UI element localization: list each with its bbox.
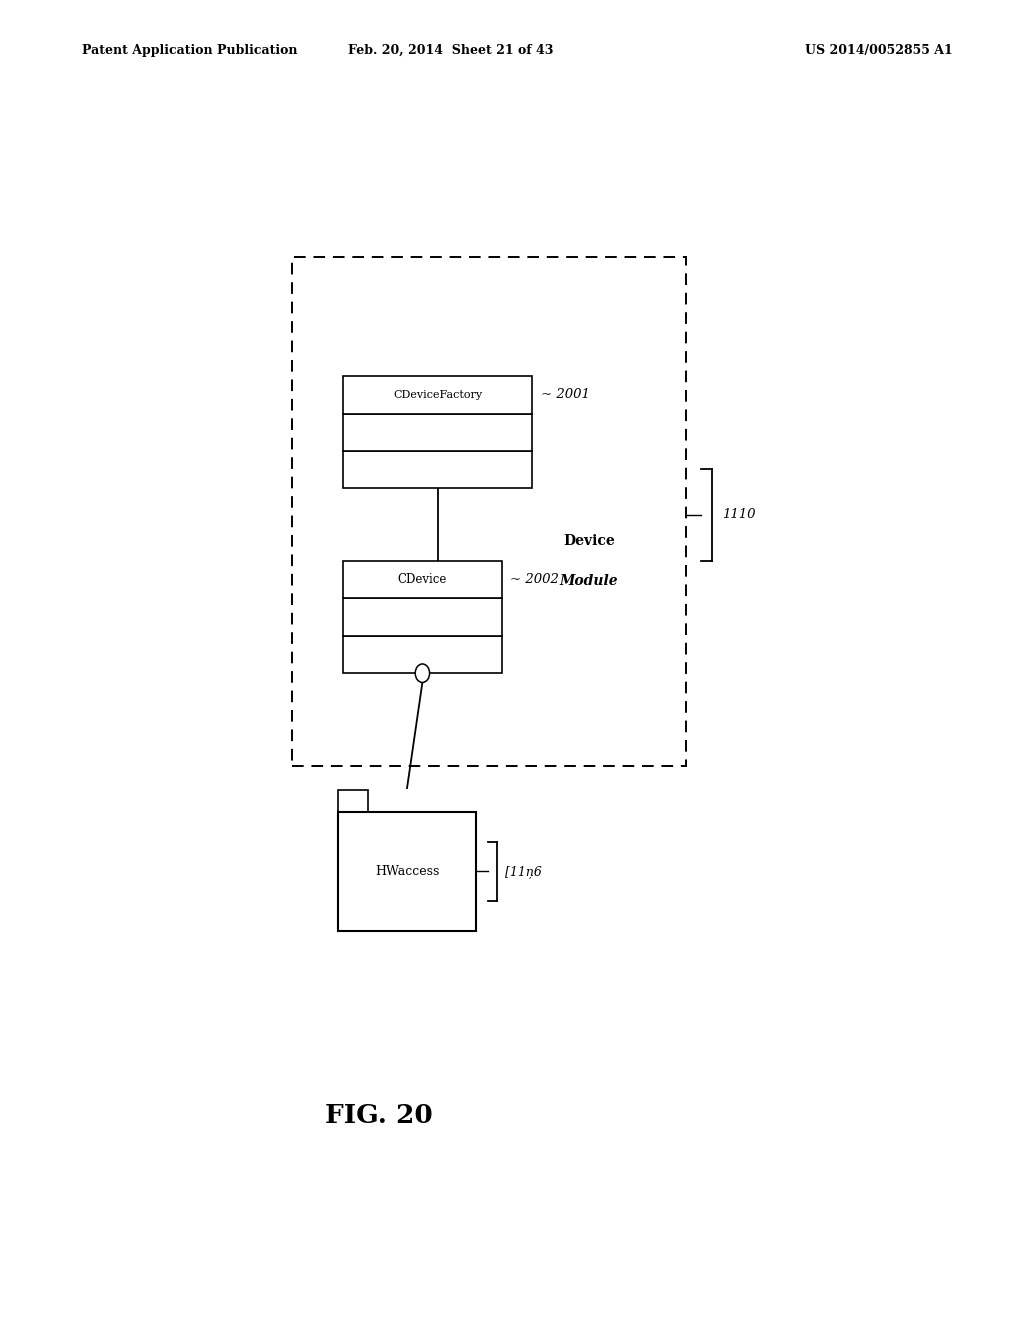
Text: Patent Application Publication: Patent Application Publication [82, 44, 297, 57]
Text: [11ņ6: [11ņ6 [505, 865, 542, 878]
Bar [343, 413, 532, 451]
Text: CDeviceFactory: CDeviceFactory [393, 389, 482, 400]
Text: US 2014/0052855 A1: US 2014/0052855 A1 [805, 44, 952, 57]
Bar [343, 636, 502, 673]
Bar [343, 598, 502, 636]
Text: CDevice: CDevice [397, 573, 447, 586]
Text: Device: Device [563, 535, 614, 548]
Text: FIG. 20: FIG. 20 [325, 1104, 433, 1127]
Bar [338, 812, 476, 931]
Bar [343, 561, 502, 598]
Bar [292, 257, 686, 766]
Text: ~ 2002: ~ 2002 [510, 573, 559, 586]
Circle shape [416, 664, 430, 682]
Text: Module: Module [559, 574, 618, 587]
Bar [338, 791, 369, 812]
Text: Feb. 20, 2014  Sheet 21 of 43: Feb. 20, 2014 Sheet 21 of 43 [348, 44, 553, 57]
Bar [343, 451, 532, 488]
Bar [343, 376, 532, 413]
Text: HWaccess: HWaccess [375, 865, 439, 878]
Text: 1110: 1110 [722, 508, 756, 521]
Text: ~ 2001: ~ 2001 [541, 388, 590, 401]
